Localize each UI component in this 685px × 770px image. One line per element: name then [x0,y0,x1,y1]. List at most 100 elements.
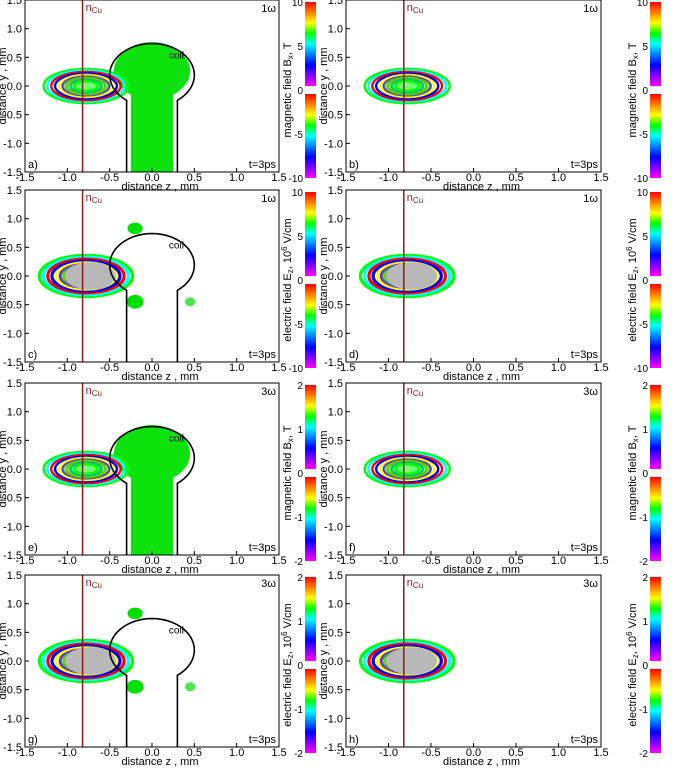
colorbar-lower [650,284,661,368]
ncu-label: nCu [86,192,102,205]
colorbar-0-0: 10 5 0 -5 -10 magnetic field Bx, T [282,0,316,185]
coil-outline [108,425,196,555]
y-tick-label: -0.5 [324,110,343,122]
x-tick-label: -1.0 [379,555,398,567]
field-ring [367,69,448,103]
field-ring [53,455,119,483]
y-tick-label: 1.0 [328,407,343,419]
colorbar-tick: -2 [294,557,303,568]
colorbar-upper [650,385,661,469]
field-ring [46,69,126,103]
coil-outline [108,232,196,362]
x-tick-label: -1.0 [379,747,398,759]
panel-label: e) [28,542,38,554]
field-ring [50,453,122,485]
y-tick-label: -0.5 [324,685,343,697]
y-tick-label: -1.0 [3,521,22,533]
x-axis-label: distance z , mm [443,371,520,383]
colorbar-label: magnetic field Bx, T [282,42,295,137]
x-tick-label: 0.5 [508,362,523,374]
x-tick-label: -1.0 [58,362,77,374]
y-tick-label: 1.5 [328,0,343,7]
y-tick-label: -1.5 [324,550,343,562]
harmonic-label: 1ω [261,3,276,15]
colorbar-label: magnetic field Bx, T [282,425,295,520]
y-tick-label: 1.0 [328,24,343,36]
y-axis-label: distance y , mm [0,47,9,124]
coil-label: coil [169,240,184,251]
x-tick-label: -0.5 [422,555,441,567]
field-blob [126,294,144,309]
y-tick-label: 1.5 [328,570,343,582]
field-ring [46,642,126,680]
field-core [383,458,431,480]
colorbar-tick: 5 [642,232,648,243]
colorbar-lower [650,477,661,561]
field-map [363,67,451,105]
colorbar-tick: -1 [639,705,648,716]
y-tick-label: 1.5 [7,378,22,390]
colorbar-tick: -10 [634,174,649,185]
time-label: t=3ps [249,542,277,554]
field-ring [378,73,436,99]
colorbar-tick: -5 [639,320,648,331]
y-axis-label: distance y , mm [0,622,9,699]
colorbar-tick: 1 [642,617,648,628]
colorbar-tick: -10 [634,364,649,375]
x-tick-label: 1.5 [271,362,286,374]
y-tick-label: 1.0 [7,599,22,611]
y-tick-label: -1.5 [3,167,22,179]
ncu-label: nCu [86,385,102,398]
x-tick-label: 1.0 [229,747,244,759]
field-core [383,75,431,97]
x-tick-label: 1.5 [593,747,608,759]
field-ring [367,452,448,486]
field-blob [185,682,196,692]
panel-a: coil nCu -1.5 -1.0 -0.5 0.0 0.5 1.0 1.5 1.5 1.0 0.5… [0,0,287,193]
y-tick-label: 0.0 [328,464,343,476]
colorbar-3-0: 2 1 0 -1 -2 electric field Ez, 106 V/cm [280,573,316,760]
y-tick-label: 0.0 [7,656,22,668]
x-tick-label: 0.5 [508,172,523,184]
colorbar-lower [305,477,316,561]
field-ring [42,450,130,488]
x-tick-label: -1.5 [16,555,35,567]
field-ring [363,640,452,682]
y-tick-label: 0.5 [7,435,22,447]
colorbar-tick: 5 [297,42,303,53]
colorbar-0-1: 10 5 0 -5 -10 magnetic field Bx, T [627,0,661,185]
field-ring [371,453,444,485]
colorbar-1-1: 10 5 0 -5 -10 electric field Ez, 106 V/cm [625,188,661,375]
y-tick-label: 1.0 [328,214,343,226]
harmonic-label: 3ω [261,386,276,398]
field-ring [57,73,115,99]
x-axis-label: distance z , mm [443,181,520,193]
panel-label: f) [349,542,356,554]
colorbar-tick: -5 [294,320,303,331]
y-tick-label: 1.5 [7,0,22,7]
field-ring [367,642,448,680]
colorbar-upper [305,577,316,661]
field-blob [185,297,196,307]
x-tick-label: 1.5 [271,747,286,759]
colorbar-tick: 0 [297,86,303,97]
colorbar-upper [305,2,316,86]
field-ring [41,255,130,297]
field-map [358,638,456,684]
colorbar-tick: -10 [289,174,304,185]
coil-outline [108,617,196,747]
y-tick-label: -1.0 [324,138,343,150]
colorbar-tick: -2 [639,749,648,760]
x-tick-label: -1.0 [58,172,77,184]
field-ring [358,253,456,299]
panel-e: coil nCu -1.5 -1.0 -0.5 0.0 0.5 1.0 1.5 1.5 1.0 0.5… [0,378,287,576]
field-ring [367,257,448,295]
colorbar-2-0: 2 1 0 -1 -2 magnetic field Bx, T [282,381,316,568]
colorbar-tick: 2 [642,381,648,392]
time-label: t=3ps [571,734,599,746]
y-axis-label: distance y , mm [0,430,9,507]
field-map [42,425,191,555]
x-tick-label: -1.5 [337,555,356,567]
y-tick-label: -1.0 [3,138,22,150]
